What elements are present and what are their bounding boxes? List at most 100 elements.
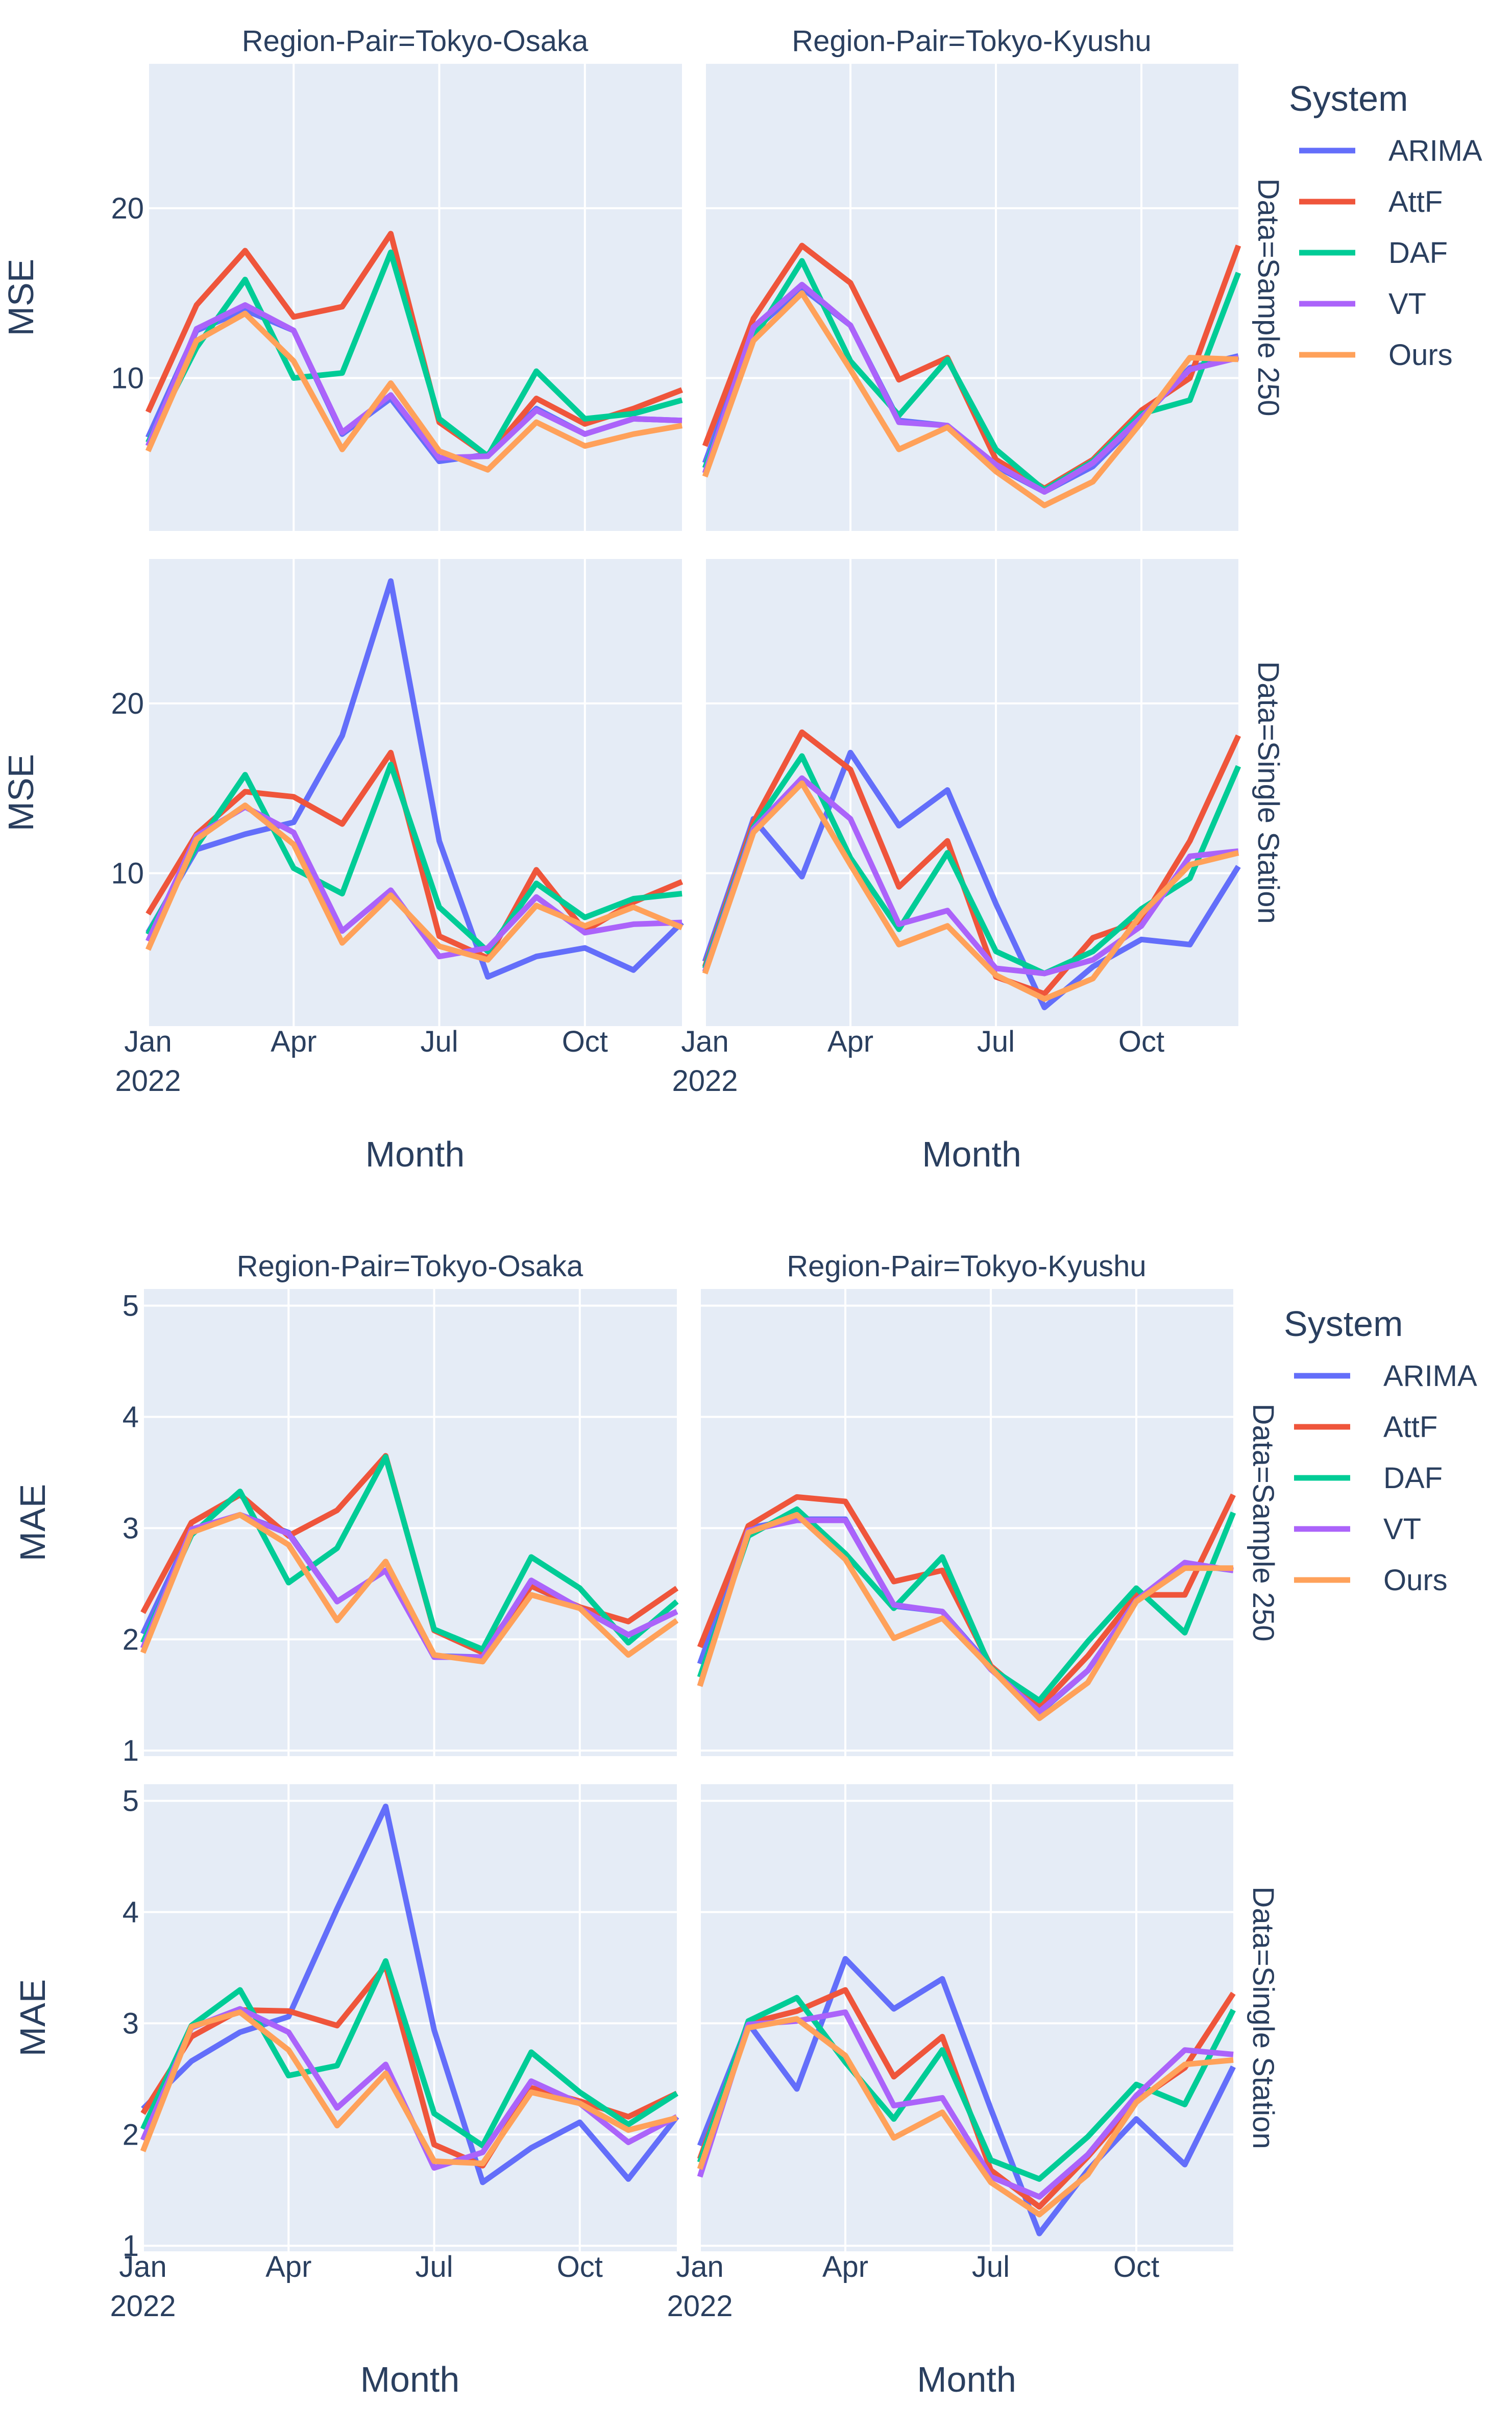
series-line-daf — [145, 249, 683, 459]
series-line-ours — [702, 290, 1239, 508]
series-line-daf — [140, 1454, 679, 1652]
legend-item-attf[interactable]: AttF — [1299, 185, 1443, 218]
series-line-daf — [140, 1958, 678, 2149]
legend-label: ARIMA — [1383, 1359, 1477, 1393]
subplot-r1-c1: 1 2 3 4 5 Region-Pair=Tokyo-Osaka — [123, 1250, 679, 1767]
x-tick-label: Oct — [557, 2250, 603, 2283]
legend-item-vt[interactable]: VT — [1294, 1513, 1421, 1546]
legend-item-daf[interactable]: DAF — [1299, 236, 1448, 270]
x-tick-label: Apr — [271, 1025, 316, 1058]
legend-item-daf[interactable]: DAF — [1294, 1462, 1443, 1495]
subplot-r2-c1: 1 2 3 4 5 Jan 2022 Apr Jul Oct — [110, 1784, 679, 2323]
y-tick-label: 1 — [123, 1734, 139, 1767]
series-line-ours — [140, 1512, 679, 1665]
legend-item-vt[interactable]: VT — [1299, 287, 1426, 321]
row-title: Data=Sample 250 — [1252, 179, 1285, 417]
series-line-arima — [145, 578, 684, 980]
x-tick-year: 2022 — [115, 1064, 181, 1098]
legend-label: VT — [1388, 287, 1426, 321]
series-line-ours — [697, 2016, 1234, 2218]
x-tick-year: 2022 — [110, 2290, 176, 2323]
series-line-ours — [697, 1512, 1233, 1721]
x-axis-title: Month — [365, 1134, 465, 1174]
plot-background — [143, 1289, 677, 1756]
y-tick-label: 4 — [123, 1896, 139, 1929]
y-tick-label: 5 — [123, 1290, 139, 1323]
legend-label: AttF — [1383, 1411, 1437, 1444]
subplot-r2-c1: 10 20 Jan 2022 Apr Jul Oct — [111, 559, 684, 1098]
column-title: Region-Pair=Tokyo-Kyushu — [787, 1250, 1146, 1283]
y-tick-label: 3 — [123, 1512, 139, 1545]
legend-label: AttF — [1388, 185, 1443, 218]
y-axis-title: MSE — [1, 754, 41, 832]
legend-label: Ours — [1383, 1564, 1448, 1597]
series-line-vt — [702, 775, 1239, 977]
y-axis-title: MAE — [13, 1484, 53, 1562]
legend-label: ARIMA — [1388, 134, 1482, 167]
legend: System ARIMA AttF DAF VT Ours — [1289, 79, 1482, 372]
subplot-r1-c2: Region-Pair=Tokyo-Kyushu Data=Sample 250 — [697, 1250, 1280, 1756]
figure-mae: 1 2 3 4 5 Region-Pair=Tokyo-Osaka Region-Pair=… — [13, 1250, 1477, 2399]
legend-label: DAF — [1383, 1462, 1443, 1495]
y-tick-label: 1 — [123, 2229, 139, 2263]
legend-title: System — [1289, 79, 1408, 118]
x-tick-year: 2022 — [667, 2290, 733, 2323]
subplot-r1-c1: 10 20 Region-Pair=Tokyo-Osaka — [111, 25, 683, 531]
series-line-ours — [702, 780, 1239, 1002]
plot-background — [143, 1784, 677, 2251]
series-line-arima — [697, 1956, 1236, 2236]
legend-label: VT — [1383, 1513, 1421, 1546]
y-axis-title: MSE — [1, 259, 41, 336]
x-tick-label: Jul — [977, 1025, 1015, 1058]
x-axis-title: Month — [360, 2360, 460, 2399]
legend-label: Ours — [1388, 338, 1453, 372]
y-tick-label: 20 — [111, 192, 144, 225]
legend-item-arima[interactable]: ARIMA — [1294, 1359, 1477, 1393]
figure-mse: 10 20 Region-Pair=Tokyo-Osaka Region-Pair=T… — [1, 25, 1482, 1174]
x-tick-label: Oct — [562, 1025, 608, 1058]
y-axis-title: MAE — [13, 1979, 53, 2057]
subplot-r2-c2: Jan 2022 Apr Jul Oct Data=Single Station — [667, 1784, 1280, 2323]
legend-item-ours[interactable]: Ours — [1294, 1564, 1448, 1597]
plot-background — [148, 559, 682, 1026]
y-tick-label: 2 — [123, 1623, 139, 1656]
series-line-ours — [140, 2009, 678, 2167]
subplot-r2-c2: Jan 2022 Apr Jul Oct Data=Single Station — [672, 559, 1285, 1098]
series-line-vt — [145, 302, 682, 461]
x-tick-label: Jul — [415, 2250, 453, 2283]
x-tick-label: Jan — [119, 2250, 167, 2283]
y-tick-label: 10 — [111, 362, 144, 395]
x-tick-label: Jul — [420, 1025, 458, 1058]
x-tick-label: Jan — [681, 1025, 729, 1058]
x-axis-title: Month — [922, 1134, 1021, 1174]
y-tick-label: 5 — [123, 1785, 139, 1818]
x-axis-title: Month — [917, 2360, 1016, 2399]
y-tick-label: 4 — [123, 1401, 139, 1434]
x-tick-label: Jul — [972, 2250, 1010, 2283]
x-tick-label: Jan — [676, 2250, 724, 2283]
row-title: Data=Sample 250 — [1247, 1404, 1280, 1642]
series-line-ours — [145, 803, 684, 963]
y-tick-label: 3 — [123, 2007, 139, 2040]
series-line-daf — [145, 762, 682, 955]
y-tick-label: 10 — [111, 857, 144, 890]
plot-background — [148, 64, 682, 531]
x-tick-label: Apr — [822, 2250, 868, 2283]
column-title: Region-Pair=Tokyo-Osaka — [237, 1250, 583, 1283]
x-tick-label: Apr — [827, 1025, 873, 1058]
legend-item-arima[interactable]: ARIMA — [1299, 134, 1482, 167]
y-tick-label: 20 — [111, 687, 144, 720]
legend-item-attf[interactable]: AttF — [1294, 1411, 1437, 1444]
x-tick-label: Oct — [1118, 1025, 1164, 1058]
column-title: Region-Pair=Tokyo-Kyushu — [792, 25, 1151, 58]
legend: System ARIMA AttF DAF VT Ours — [1284, 1304, 1477, 1597]
legend-item-ours[interactable]: Ours — [1299, 338, 1453, 372]
y-tick-label: 2 — [123, 2118, 139, 2151]
legend-title: System — [1284, 1304, 1403, 1344]
x-tick-label: Apr — [265, 2250, 311, 2283]
row-title: Data=Single Station — [1252, 661, 1285, 923]
x-tick-label: Jan — [124, 1025, 172, 1058]
series-line-ours — [145, 310, 682, 473]
column-title: Region-Pair=Tokyo-Osaka — [242, 25, 589, 58]
